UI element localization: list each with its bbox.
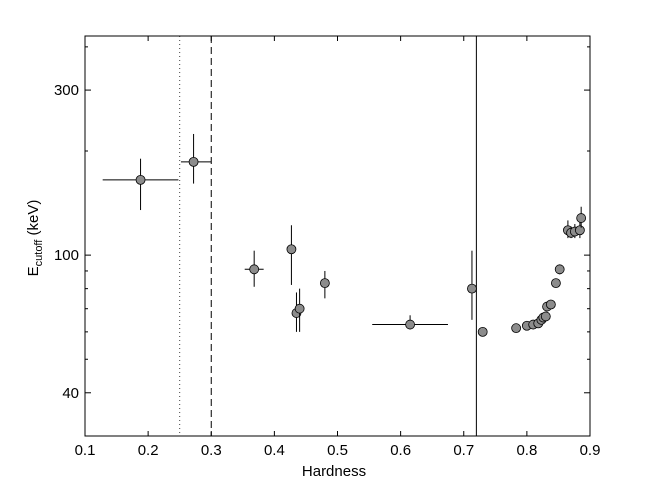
data-point — [244, 250, 264, 287]
reference-lines — [179, 36, 477, 436]
data-point — [319, 270, 330, 299]
data-marker — [575, 225, 585, 236]
data-point — [576, 206, 587, 228]
y-axis-label-unit: (keV) — [25, 200, 42, 240]
data-point — [102, 158, 179, 211]
y-axis-label-main: E — [25, 266, 42, 276]
data-marker — [135, 174, 146, 185]
data-marker — [405, 319, 415, 330]
data-point — [477, 326, 488, 337]
x-tick-label: 0.6 — [390, 442, 411, 459]
data-marker — [576, 213, 587, 223]
x-tick-label: 0.3 — [201, 442, 222, 459]
data-marker — [294, 303, 305, 314]
plot-frame — [84, 35, 591, 437]
data-marker — [286, 244, 297, 255]
data-point — [180, 133, 212, 184]
x-axis-label: Hardness — [302, 463, 366, 480]
y-tick-label: 100 — [54, 247, 79, 264]
axes: 0.1 0.2 0.3 0.4 0.5 0.6 0.7 0.8 0.9 40 100 300 — [54, 36, 600, 459]
x-tick-label: 0.9 — [580, 442, 601, 459]
data-marker — [467, 283, 477, 294]
data-marker — [554, 264, 565, 275]
data-point — [467, 250, 477, 320]
y-axis-label: Ecutoff (keV) — [25, 200, 45, 277]
x-tick-label: 0.5 — [327, 442, 348, 459]
y-tick-label: 300 — [54, 82, 79, 99]
data-marker — [477, 326, 488, 337]
data-marker — [511, 323, 522, 334]
x-tick-label: 0.4 — [264, 442, 285, 459]
data-marker — [545, 299, 556, 310]
x-tick-label: 0.7 — [453, 442, 474, 459]
x-tick-label: 0.2 — [138, 442, 159, 459]
data-point — [372, 315, 448, 330]
data-point — [545, 299, 556, 310]
data-point — [575, 220, 585, 239]
data-point — [540, 311, 551, 322]
data-points — [102, 133, 587, 337]
data-point — [551, 278, 561, 289]
y-tick-label: 40 — [62, 385, 79, 402]
data-point — [294, 288, 305, 332]
x-tick-label: 0.8 — [516, 442, 537, 459]
data-marker — [551, 278, 561, 289]
data-point — [511, 323, 522, 334]
data-marker — [249, 264, 260, 275]
data-marker — [319, 278, 330, 289]
x-tick-label: 0.1 — [75, 442, 96, 459]
data-marker — [188, 156, 199, 167]
y-axis-label-subscript: cutoff — [33, 239, 45, 267]
data-point — [554, 264, 565, 275]
data-point — [286, 225, 297, 285]
data-marker — [540, 311, 551, 322]
